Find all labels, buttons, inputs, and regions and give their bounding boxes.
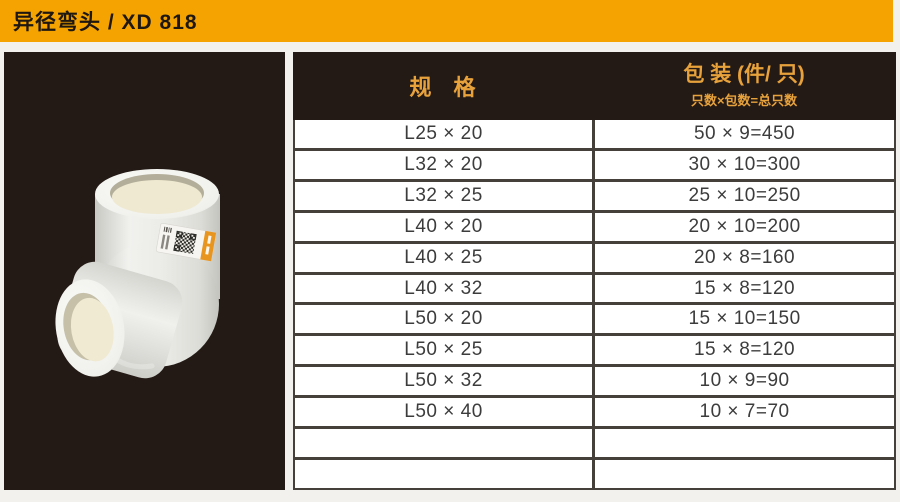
pack-cell: 10 × 7=70 bbox=[595, 398, 894, 427]
spec-table: 规 格 包 装 (件/ 只) 只数×包数=总只数 L25 × 20 50 × 9… bbox=[293, 52, 896, 490]
title-bar: 异径弯头 / XD 818 bbox=[0, 0, 893, 42]
spec-cell bbox=[295, 429, 593, 458]
pack-subheader-label: 只数×包数=总只数 bbox=[690, 92, 798, 108]
spec-cell: L40 × 25 bbox=[295, 243, 593, 272]
pack-cell: 20 × 8=160 bbox=[595, 243, 894, 272]
spec-cell: L25 × 20 bbox=[295, 120, 593, 148]
reducing-elbow-photo bbox=[55, 169, 220, 379]
spec-header-label: 规 格 bbox=[409, 75, 476, 100]
label-orange-strip bbox=[200, 230, 217, 262]
table-body: L25 × 20 50 × 9=450 L32 × 20 30 × 10=300… bbox=[293, 120, 896, 490]
pack-cell: 20 × 10=200 bbox=[595, 212, 894, 241]
spec-cell: L40 × 20 bbox=[295, 212, 593, 241]
qr-code-icon bbox=[173, 230, 197, 255]
table-header: 规 格 包 装 (件/ 只) 只数×包数=总只数 bbox=[293, 52, 896, 120]
qr-code-label bbox=[155, 223, 217, 262]
pack-header-label: 包 装 (件/ 只) bbox=[683, 63, 805, 87]
pack-cell: 50 × 9=450 bbox=[595, 120, 894, 148]
pack-cell: 15 × 8=120 bbox=[595, 336, 894, 365]
elbow-top-opening bbox=[95, 169, 219, 219]
page-title: 异径弯头 / XD 818 bbox=[13, 11, 198, 34]
pack-cell: 15 × 8=120 bbox=[595, 274, 894, 303]
spec-cell: L50 × 32 bbox=[295, 367, 593, 396]
barcode-icon bbox=[163, 226, 172, 233]
spec-cell: L50 × 20 bbox=[295, 305, 593, 334]
spec-column-header: 规 格 bbox=[293, 52, 592, 120]
pack-cell bbox=[595, 429, 894, 458]
pack-cell: 30 × 10=300 bbox=[595, 150, 894, 179]
spec-cell: L32 × 25 bbox=[295, 181, 593, 210]
pack-cell: 10 × 9=90 bbox=[595, 367, 894, 396]
pack-cell bbox=[595, 460, 894, 488]
label-text-column bbox=[160, 234, 170, 250]
elbow-lower-opening bbox=[55, 279, 125, 377]
spec-cell: L50 × 40 bbox=[295, 398, 593, 427]
spec-cell bbox=[295, 460, 593, 488]
spec-cell: L40 × 32 bbox=[295, 274, 593, 303]
pack-cell: 25 × 10=250 bbox=[595, 181, 894, 210]
product-photo-panel bbox=[4, 52, 285, 490]
pack-cell: 15 × 10=150 bbox=[595, 305, 894, 334]
pack-column-header: 包 装 (件/ 只) 只数×包数=总只数 bbox=[592, 52, 896, 120]
spec-cell: L32 × 20 bbox=[295, 150, 593, 179]
spec-cell: L50 × 25 bbox=[295, 336, 593, 365]
